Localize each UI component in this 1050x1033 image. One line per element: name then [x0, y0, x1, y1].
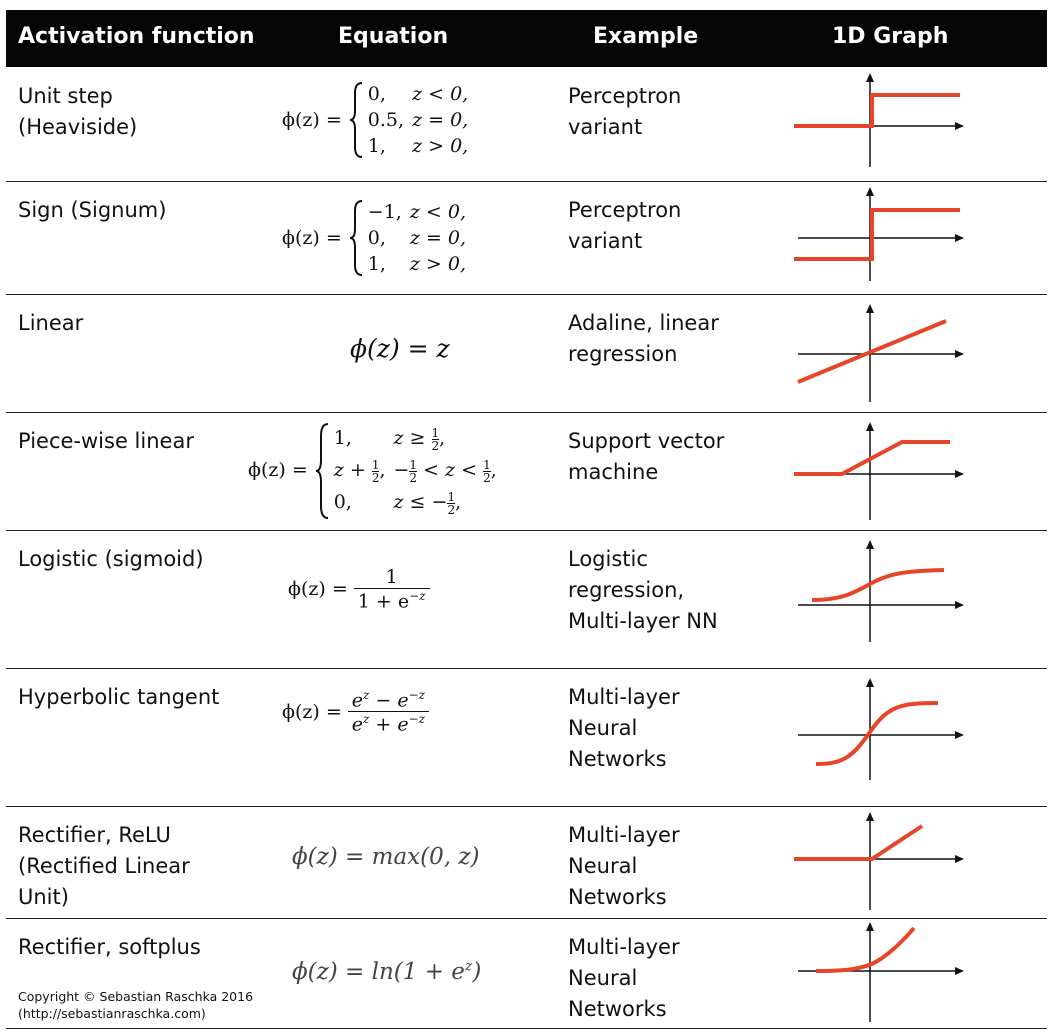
- function-name: Rectifier, softplus: [18, 935, 201, 959]
- function-name: Linear: [18, 311, 84, 335]
- copyright-notice: Copyright © Sebastian Raschka 2016 (http…: [18, 989, 254, 1021]
- function-example: Multi-layer Neural Networks: [568, 935, 680, 1021]
- equation-logistic: ϕ(z) = 1 1 + e−z: [288, 566, 430, 612]
- function-example: Adaline, linear regression: [568, 311, 719, 366]
- graph-linear: [792, 294, 972, 412]
- header-1d-graph: 1D Graph: [832, 24, 949, 49]
- graph-logistic: [792, 530, 972, 668]
- function-name: Piece-wise linear: [18, 429, 194, 453]
- function-name: Logistic (sigmoid): [18, 547, 204, 571]
- header-activation-function: Activation function: [18, 24, 255, 49]
- table-row-linear: Linear ϕ(z) = z Adaline, linear regressi…: [6, 294, 1047, 413]
- function-example: Perceptron variant: [568, 84, 682, 139]
- table-row-softplus: Rectifier, softplus ϕ(z) = ln(1 + ez) Mu…: [6, 918, 1047, 1029]
- header-example: Example: [593, 24, 699, 49]
- equation-relu: ϕ(z) = max(0, z): [292, 844, 480, 870]
- equation-linear: ϕ(z) = z: [350, 334, 450, 363]
- function-name: Hyperbolic tangent: [18, 685, 220, 709]
- function-example: Multi-layer Neural Networks: [568, 823, 680, 909]
- table-row-sign: Sign (Signum) ϕ(z) = −1, z < 0, 0, z = 0, …: [6, 181, 1047, 295]
- function-example: Perceptron variant: [568, 198, 682, 253]
- function-name: Unit step (Heaviside): [18, 84, 138, 139]
- table-row-logistic: Logistic (sigmoid) ϕ(z) = 1 1 + e−z Logi…: [6, 530, 1047, 669]
- function-name: Sign (Signum): [18, 198, 167, 222]
- graph-hyperbolic-tangent: [792, 668, 972, 806]
- function-name: Rectifier, ReLU (Rectified Linear Unit): [18, 823, 190, 909]
- equation-sign: ϕ(z) = −1, z < 0, 0, z = 0, 1, z > 0,: [282, 200, 466, 276]
- function-example: Multi-layer Neural Networks: [568, 685, 680, 771]
- table-row-relu: Rectifier, ReLU (Rectified Linear Unit) …: [6, 806, 1047, 919]
- graph-relu: [792, 806, 972, 918]
- function-example: Logistic regression, Multi-layer NN: [568, 547, 718, 633]
- table-header: Activation function Equation Example 1D …: [6, 10, 1047, 67]
- equation-hyperbolic-tangent: ϕ(z) = ez − e−z ez + e−z: [282, 688, 430, 736]
- equation-softplus: ϕ(z) = ln(1 + ez): [292, 958, 482, 985]
- graph-piecewise-linear: [792, 412, 972, 530]
- table-row-unit-step: Unit step (Heaviside) ϕ(z) = 0, z < 0, 0.…: [6, 67, 1047, 182]
- graph-sign: [792, 181, 972, 294]
- table-row-hyperbolic-tangent: Hyperbolic tangent ϕ(z) = ez − e−z ez + …: [6, 668, 1047, 807]
- graph-softplus: [792, 918, 972, 1028]
- function-example: Support vector machine: [568, 429, 725, 484]
- graph-unit-step: [792, 67, 972, 181]
- header-equation: Equation: [338, 24, 449, 49]
- equation-unit-step: ϕ(z) = 0, z < 0, 0.5, z = 0, 1, z > 0,: [282, 82, 469, 158]
